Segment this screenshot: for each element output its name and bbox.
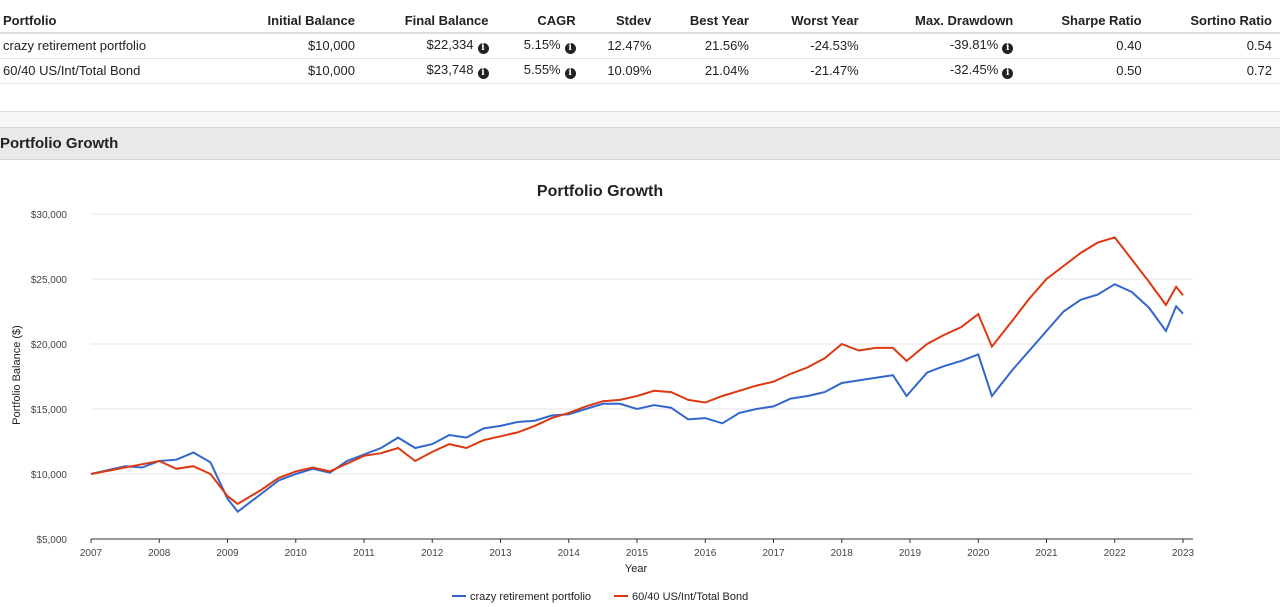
- column-header[interactable]: Max. Drawdown: [866, 8, 1022, 34]
- x-tick-label: 2019: [899, 548, 922, 559]
- portfolio-summary-table: Portfolio Initial Balance Final Balance CAG…: [0, 8, 1280, 84]
- x-tick-label: 2008: [148, 548, 171, 559]
- x-tick-label: 2012: [421, 548, 444, 559]
- cell-value: 5.15%: [523, 37, 561, 53]
- x-axis-label: Year: [625, 563, 648, 575]
- table-cell: $22,334 i: [362, 33, 497, 59]
- column-header[interactable]: Sharpe Ratio: [1021, 8, 1150, 34]
- table-cell: 60/40 US/Int/Total Bond: [0, 58, 225, 84]
- table-cell: 0.54: [1149, 33, 1280, 59]
- cell-value: 10.09%: [607, 63, 652, 78]
- y-tick-label: $20,000: [31, 340, 68, 351]
- info-icon[interactable]: i: [1002, 43, 1014, 55]
- y-axis-label: Portfolio Balance ($): [11, 325, 23, 425]
- table-cell: 5.15% i: [496, 33, 584, 59]
- cell-value: $10,000: [307, 38, 355, 54]
- table-header-row: Portfolio Initial Balance Final Balance CAG…: [0, 8, 1280, 34]
- cell-value: 12.47%: [607, 38, 652, 54]
- y-tick-label: $15,000: [31, 405, 68, 416]
- table-cell: 0.72: [1149, 58, 1280, 84]
- info-icon[interactable]: i: [564, 68, 576, 79]
- column-header[interactable]: Sortino Ratio: [1149, 8, 1280, 34]
- cell-value: 60/40 US/Int/Total Bond: [3, 63, 141, 78]
- x-tick-label: 2014: [558, 548, 581, 559]
- section-header: Portfolio Growth: [0, 127, 1280, 160]
- table-cell: 0.40: [1021, 33, 1150, 59]
- table-cell: $23,748 i: [362, 58, 497, 84]
- cell-value: -24.53%: [810, 38, 859, 54]
- table-cell: -32.45% i: [866, 58, 1022, 84]
- table-cell: -21.47%: [756, 58, 867, 84]
- info-icon[interactable]: i: [1002, 68, 1014, 79]
- table-cell: crazy retirement portfolio: [0, 33, 225, 59]
- spacer-band: [0, 111, 1280, 127]
- series-line-1[interactable]: [90, 236, 1184, 506]
- y-tick-label: $30,000: [31, 210, 68, 221]
- cell-value: 0.54: [1246, 38, 1272, 54]
- table-cell: -39.81% i: [866, 33, 1022, 59]
- cell-value: -32.45%: [949, 62, 999, 77]
- x-tick-label: 2016: [694, 548, 717, 559]
- x-tick-label: 2011: [353, 548, 375, 559]
- x-tick-label: 2021: [1035, 548, 1058, 559]
- x-tick-label: 2015: [626, 548, 649, 559]
- column-header[interactable]: Initial Balance: [224, 8, 363, 34]
- cell-value: 0.72: [1246, 63, 1272, 78]
- table-cell: 21.56%: [659, 33, 757, 59]
- cell-value: $22,334: [426, 37, 474, 53]
- table-cell: 5.55% i: [496, 58, 584, 84]
- x-tick-label: 2010: [285, 548, 308, 559]
- chart-title: Portfolio Growth: [537, 183, 663, 200]
- x-tick-label: 2023: [1172, 548, 1195, 559]
- column-header[interactable]: Worst Year: [756, 8, 867, 34]
- x-tick-label: 2022: [1104, 548, 1127, 559]
- table-row: 60/40 US/Int/Total Bond $10,000 $23,748 i 5.…: [0, 58, 1280, 84]
- x-tick-label: 2009: [216, 548, 239, 559]
- legend-label[interactable]: 60/40 US/Int/Total Bond: [632, 591, 748, 603]
- x-tick-label: 2017: [762, 548, 785, 559]
- cell-value: crazy retirement portfolio: [3, 38, 147, 54]
- cell-value: -39.81%: [949, 37, 999, 53]
- cell-value: 0.50: [1116, 63, 1142, 78]
- column-header[interactable]: Portfolio: [0, 8, 225, 34]
- info-icon[interactable]: i: [477, 68, 489, 79]
- column-header[interactable]: Final Balance: [362, 8, 497, 34]
- table-cell: 21.04%: [659, 58, 757, 84]
- section-title: Portfolio Growth: [0, 135, 119, 152]
- cell-value: $10,000: [307, 63, 355, 78]
- column-header[interactable]: Stdev: [583, 8, 660, 34]
- table-cell: 10.09%: [583, 58, 660, 84]
- table-cell: 12.47%: [583, 33, 660, 59]
- cell-value: 5.55%: [523, 62, 561, 77]
- table-row: crazy retirement portfolio $10,000 $22,334…: [0, 33, 1280, 59]
- column-header[interactable]: CAGR: [496, 8, 584, 34]
- x-tick-label: 2007: [80, 548, 103, 559]
- cell-value: 21.56%: [704, 38, 749, 54]
- legend-label[interactable]: crazy retirement portfolio: [470, 591, 591, 603]
- table-cell: 0.50: [1021, 58, 1150, 84]
- table-cell: $10,000: [224, 58, 363, 84]
- cell-value: 0.40: [1116, 38, 1142, 54]
- y-tick-label: $5,000: [36, 535, 67, 546]
- table-cell: $10,000: [224, 33, 363, 59]
- cell-value: -21.47%: [810, 63, 859, 78]
- y-tick-label: $25,000: [31, 275, 68, 286]
- portfolio-growth-chart: Portfolio Growth Year Portfolio Balance …: [11, 183, 1195, 603]
- x-tick-label: 2013: [489, 548, 512, 559]
- x-tick-label: 2018: [831, 548, 854, 559]
- cell-value: $23,748: [426, 62, 474, 77]
- x-tick-label: 2020: [967, 548, 990, 559]
- column-header[interactable]: Best Year: [659, 8, 757, 34]
- table-cell: -24.53%: [756, 33, 867, 59]
- y-tick-label: $10,000: [31, 470, 68, 481]
- cell-value: 21.04%: [704, 63, 749, 78]
- series-line-0[interactable]: [90, 283, 1184, 514]
- info-icon[interactable]: i: [477, 43, 489, 55]
- info-icon[interactable]: i: [564, 43, 576, 55]
